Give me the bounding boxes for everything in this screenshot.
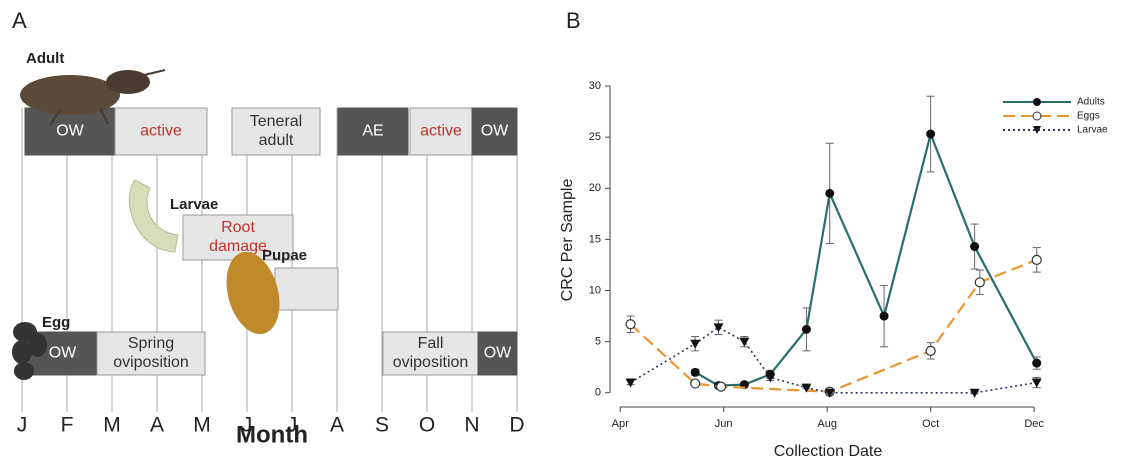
- box-text: OW: [49, 345, 77, 362]
- box-text: adult: [259, 132, 294, 149]
- month-label: O: [419, 414, 435, 437]
- x-tick-label: Jun: [715, 418, 733, 430]
- marker: [1031, 254, 1042, 265]
- box-text: Spring: [128, 335, 174, 352]
- adult-icon: [20, 69, 166, 126]
- month-label: A: [330, 414, 344, 437]
- stage-label: Egg: [42, 314, 70, 331]
- box-text: AE: [362, 123, 383, 140]
- y-tick-label: 5: [595, 336, 601, 348]
- marker: [824, 388, 835, 398]
- stage-box: [409, 107, 473, 156]
- marker: [1031, 378, 1042, 388]
- marker: [715, 381, 727, 392]
- stage-box: [231, 107, 321, 156]
- box-text: active: [420, 123, 462, 140]
- marker: [801, 324, 811, 334]
- marker: [969, 388, 980, 398]
- series-line: [694, 130, 1038, 387]
- x-title: Month: [236, 421, 308, 448]
- box-text: OW: [484, 345, 512, 362]
- stage-box: [337, 107, 409, 156]
- stage-box: [24, 107, 116, 156]
- box-text: Fall: [418, 335, 444, 352]
- panel-label: A: [12, 8, 27, 33]
- marker: [625, 378, 636, 388]
- month-label: F: [61, 414, 74, 437]
- box-text: active: [140, 123, 182, 140]
- box-text: oviposition: [393, 354, 469, 371]
- stage-box: [96, 331, 206, 376]
- panel-b: 0 5 10 15 20 25 30 Apr Jun Aug Oct Dec Adults Eggs Lar…: [589, 80, 1108, 430]
- month-label: A: [150, 414, 164, 437]
- y-tick-label: 0: [595, 387, 601, 399]
- marker: [713, 323, 724, 333]
- marker: [879, 311, 889, 321]
- y-tick-label: 30: [589, 80, 601, 92]
- series-line: [630, 326, 1037, 394]
- stage-box: [274, 267, 339, 311]
- month-label: J: [242, 414, 253, 437]
- marker: [765, 373, 776, 383]
- x-tick-label: Apr: [612, 418, 629, 430]
- x-axis-label: Collection Date: [774, 443, 883, 460]
- marker: [690, 367, 700, 377]
- marker: [926, 129, 936, 139]
- pupae-icon: [226, 251, 280, 335]
- marker: [690, 339, 701, 349]
- marker: [974, 277, 985, 288]
- stage-label: Larvae: [170, 196, 218, 213]
- month-label: M: [103, 414, 121, 437]
- larvae-icon: [128, 179, 179, 253]
- month-label: J: [17, 414, 28, 437]
- legend-marker: [1032, 111, 1042, 121]
- month-label: S: [375, 414, 389, 437]
- box-text: Teneral: [250, 113, 302, 130]
- legend-marker: [1033, 126, 1041, 134]
- marker: [801, 383, 812, 393]
- x-tick-label: Dec: [1024, 418, 1044, 430]
- month-label: N: [464, 414, 479, 437]
- marker: [739, 337, 750, 347]
- box-text: Root: [221, 219, 255, 236]
- marker: [1032, 358, 1042, 368]
- month-label: J: [287, 414, 298, 437]
- marker: [690, 378, 701, 389]
- marker: [970, 242, 980, 252]
- legend-label: Eggs: [1077, 111, 1100, 122]
- marker: [825, 188, 835, 198]
- y-tick-label: 20: [589, 182, 601, 194]
- legend-label: Adults: [1077, 97, 1105, 108]
- stage-box: [471, 107, 518, 156]
- month-label: D: [509, 414, 524, 437]
- stage-box: [477, 331, 518, 376]
- x-tick-label: Aug: [817, 418, 837, 430]
- marker: [925, 345, 936, 356]
- x-tick-label: Oct: [922, 418, 939, 430]
- y-tick-label: 10: [589, 284, 601, 296]
- stage-box: [382, 331, 479, 376]
- y-tick-label: 15: [589, 233, 601, 245]
- legend-label: Larvae: [1077, 125, 1108, 136]
- stage-box: [114, 107, 208, 156]
- stage-box: [182, 214, 294, 261]
- box-text: OW: [481, 123, 509, 140]
- month-label: M: [193, 414, 211, 437]
- stage-label: Adult: [26, 50, 64, 67]
- y-tick-label: 25: [589, 131, 601, 143]
- y-axis-label: CRC Per Sample: [559, 179, 576, 302]
- panel-label: B: [566, 8, 581, 33]
- box-text: OW: [56, 123, 84, 140]
- egg-icon: [12, 322, 47, 380]
- stage-label: Pupae: [262, 247, 307, 264]
- box-text: oviposition: [113, 354, 189, 371]
- marker: [625, 319, 636, 330]
- box-text: damage: [209, 238, 267, 255]
- legend-marker: [1033, 98, 1041, 106]
